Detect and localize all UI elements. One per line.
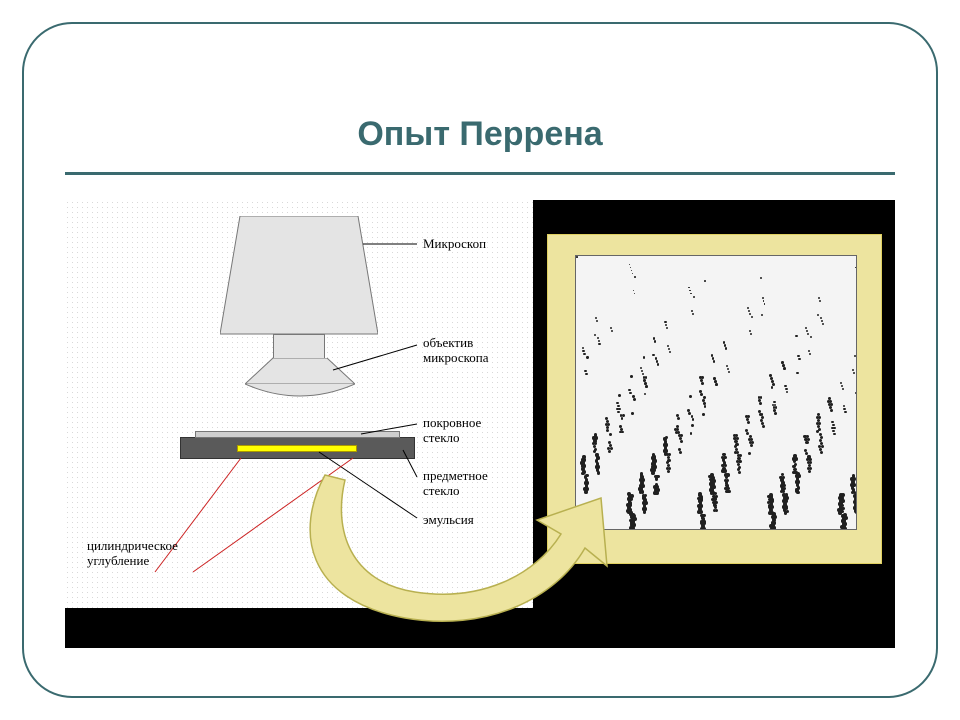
microscope-lens-icon (245, 358, 355, 403)
page-title: Опыт Перрена (0, 115, 960, 154)
label-objective-1: объектив (423, 335, 473, 351)
microscope-neck (273, 334, 325, 359)
label-objective-2: микроскопа (423, 350, 488, 366)
diagram-container: Микроскоп объектив микроскопа покровное … (65, 200, 895, 648)
arrow-icon (285, 470, 645, 650)
label-microscope: Микроскоп (423, 236, 486, 252)
cover-glass (195, 431, 400, 438)
label-cover-glass-1: покровное (423, 415, 481, 431)
emulsion-well (237, 445, 357, 452)
label-cover-glass-2: стекло (423, 430, 460, 446)
title-underline (65, 172, 895, 175)
microscope-body-icon (220, 216, 378, 336)
label-cylindrical-2: углубление (87, 553, 149, 569)
label-cylindrical-1: цилиндрическое (87, 538, 178, 554)
